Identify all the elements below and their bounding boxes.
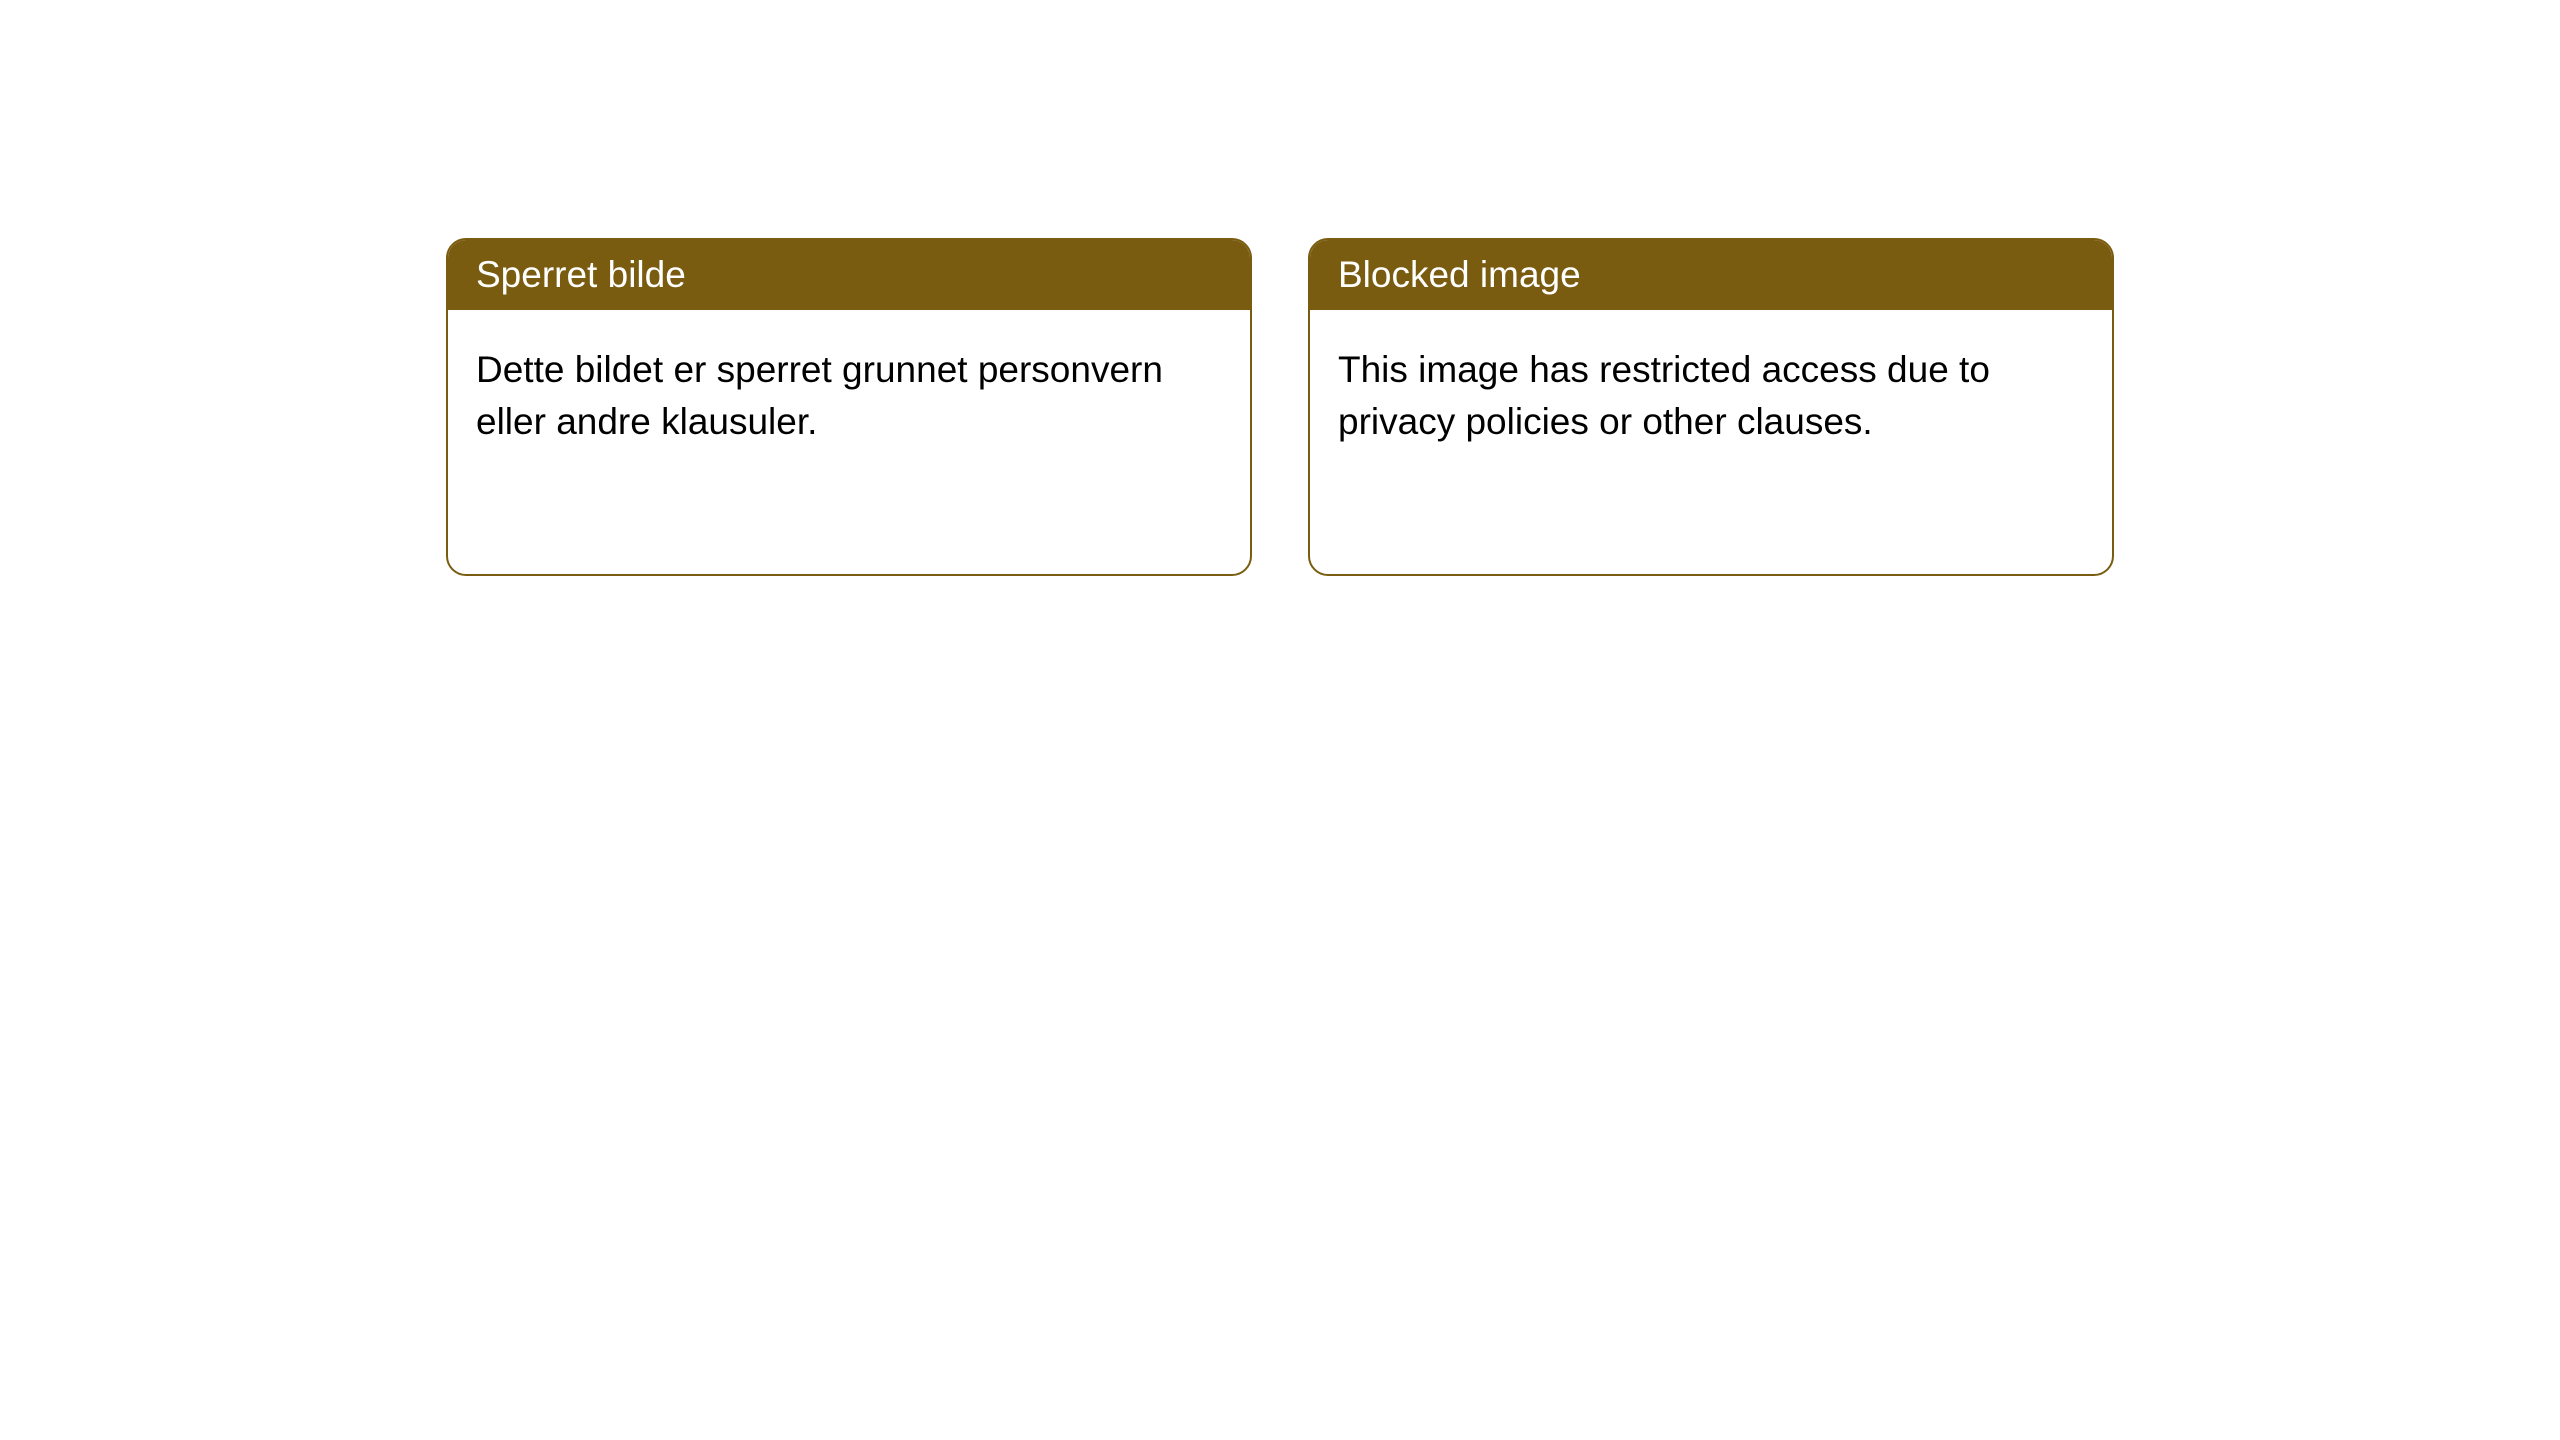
card-title: Blocked image [1310, 240, 2112, 310]
card-norwegian: Sperret bilde Dette bildet er sperret gr… [446, 238, 1252, 576]
card-english: Blocked image This image has restricted … [1308, 238, 2114, 576]
card-body: This image has restricted access due to … [1310, 310, 2112, 482]
card-title: Sperret bilde [448, 240, 1250, 310]
card-body: Dette bildet er sperret grunnet personve… [448, 310, 1250, 482]
cards-container: Sperret bilde Dette bildet er sperret gr… [446, 238, 2114, 576]
